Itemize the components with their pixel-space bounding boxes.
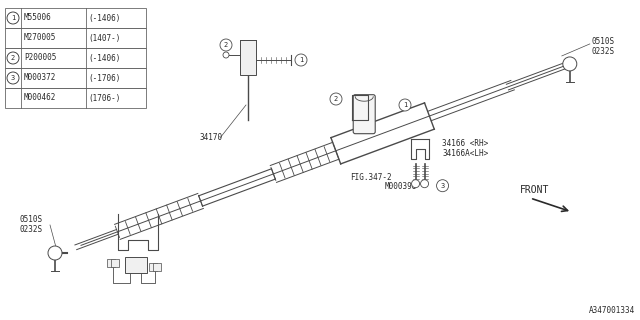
Bar [5, 28, 146, 48]
Text: 2: 2 [334, 96, 338, 102]
Text: (1407-): (1407-) [88, 34, 120, 43]
Text: 0510S: 0510S [592, 37, 615, 46]
Text: M000398: M000398 [385, 182, 417, 191]
Circle shape [330, 93, 342, 105]
Bar [125, 257, 147, 273]
Text: (-1706): (-1706) [88, 74, 120, 83]
Circle shape [48, 246, 62, 260]
Circle shape [7, 72, 19, 84]
Bar [5, 68, 146, 88]
Text: 1: 1 [299, 57, 303, 63]
Circle shape [420, 180, 429, 188]
Circle shape [7, 12, 19, 24]
Bar [154, 263, 161, 271]
Bar [5, 8, 146, 28]
Text: 2: 2 [11, 55, 15, 61]
Text: FRONT: FRONT [520, 185, 549, 195]
Bar [240, 40, 256, 75]
FancyBboxPatch shape [353, 95, 375, 134]
Text: 34166A<LH>: 34166A<LH> [442, 149, 488, 158]
Circle shape [220, 39, 232, 51]
Circle shape [436, 180, 449, 192]
Text: (-1406): (-1406) [88, 53, 120, 62]
Text: M000462: M000462 [24, 93, 56, 102]
Bar [149, 263, 157, 271]
Text: 34166 <RH>: 34166 <RH> [442, 139, 488, 148]
Bar [111, 259, 120, 267]
Circle shape [563, 57, 577, 71]
Bar [5, 48, 146, 68]
Text: M270005: M270005 [24, 34, 56, 43]
Bar [5, 88, 146, 108]
Bar [108, 259, 115, 267]
Text: M55006: M55006 [24, 13, 52, 22]
Text: P200005: P200005 [24, 53, 56, 62]
Text: A347001334: A347001334 [589, 306, 635, 315]
Text: 2: 2 [224, 42, 228, 48]
Text: 0510S: 0510S [20, 215, 43, 225]
Text: M000372: M000372 [24, 74, 56, 83]
Text: (-1406): (-1406) [88, 13, 120, 22]
Circle shape [7, 52, 19, 64]
Text: 3: 3 [440, 183, 445, 189]
Text: 1: 1 [11, 15, 15, 21]
Text: (1706-): (1706-) [88, 93, 120, 102]
Text: 1: 1 [403, 102, 407, 108]
Text: 34170: 34170 [200, 133, 223, 142]
Text: 3: 3 [11, 75, 15, 81]
Circle shape [399, 99, 411, 111]
Text: 0232S: 0232S [592, 47, 615, 56]
Text: FIG.347-2: FIG.347-2 [350, 173, 392, 182]
Circle shape [412, 180, 420, 188]
Text: 0232S: 0232S [20, 226, 43, 235]
Circle shape [295, 54, 307, 66]
Circle shape [223, 52, 229, 58]
